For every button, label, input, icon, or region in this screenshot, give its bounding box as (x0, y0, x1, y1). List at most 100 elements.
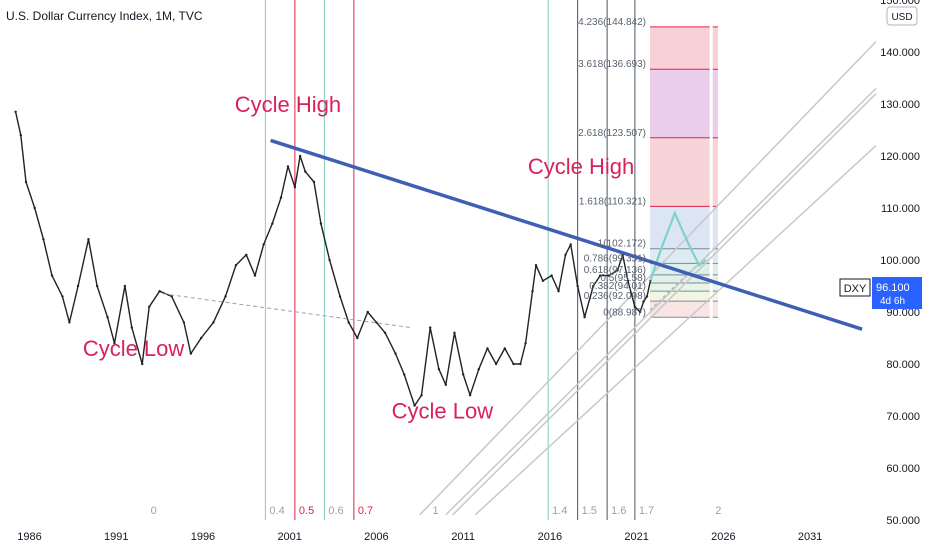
cycle-annotations: Cycle High Cycle High Cycle Low Cycle Low (83, 92, 634, 424)
price-point (130, 326, 134, 329)
y-tick-label: 110.000 (881, 203, 920, 215)
time-cycle-label: 2 (715, 505, 721, 517)
x-tick-label: 2031 (798, 531, 822, 543)
price-point (437, 368, 441, 371)
price-point (95, 284, 99, 288)
fib-level-label: 0.236(92.098) (584, 291, 646, 302)
price-point (534, 264, 538, 267)
time-cycle-label: 0.4 (269, 505, 284, 517)
price-point (626, 279, 630, 282)
x-tick-label: 2006 (364, 531, 388, 543)
price-point (147, 305, 151, 308)
price-point (645, 295, 649, 298)
price-point (486, 347, 489, 350)
price-point (524, 342, 527, 345)
price-point (638, 310, 642, 314)
price-point (383, 331, 387, 334)
price-point (304, 170, 307, 173)
price-tag: DXY 96.100 4d 6h (839, 277, 922, 309)
price-point (512, 362, 515, 366)
price-point (616, 269, 619, 272)
time-cycle-label: 1.7 (639, 505, 654, 517)
x-tick-label: 2016 (538, 531, 562, 543)
fib-band (650, 69, 718, 138)
time-cycle-label: 0.5 (299, 505, 314, 517)
price-point (170, 295, 173, 298)
price-point (182, 321, 186, 324)
price-point (123, 284, 127, 288)
y-tick-label: 140.000 (880, 47, 920, 59)
chart-title: U.S. Dollar Currency Index, 1M, TVC (6, 9, 203, 23)
price-point (531, 290, 534, 293)
price-point (319, 222, 323, 225)
x-tick-label: 1991 (104, 531, 128, 543)
cycle-annotation: Cycle Low (392, 399, 494, 424)
price-point (428, 326, 432, 329)
fib-level-label: 1(102.172) (598, 239, 646, 250)
price-point (642, 300, 645, 303)
fib-level-label: 0.786(99.351) (584, 253, 646, 264)
cycle-annotation: Cycle High (235, 92, 341, 117)
fib-level-label: 0.382(94.01) (589, 281, 646, 292)
price-tag-symbol: DXY (844, 283, 867, 295)
main-trendline (270, 138, 863, 331)
price-point (234, 264, 238, 267)
y-axis: 50.000 60.000 70.000 80.000 90.000 100.000 110… (880, 0, 920, 527)
fib-bands (649, 26, 719, 318)
y-tick-label: 60.000 (886, 463, 920, 475)
price-point (541, 279, 545, 282)
price-point (200, 336, 203, 340)
price-point (262, 243, 265, 246)
price-point (519, 362, 522, 366)
price-tag-countdown: 4d 6h (880, 296, 905, 307)
x-tick-label: 2011 (451, 531, 475, 543)
price-point (19, 134, 23, 137)
price-point (286, 165, 290, 168)
x-tick-label: 2021 (624, 531, 648, 543)
channel-line (452, 93, 877, 516)
time-cycle-label: 1.6 (611, 505, 626, 517)
cycle-annotation: Cycle High (528, 154, 634, 179)
y-tick-label: 120.000 (880, 151, 920, 163)
cycle-annotation: Cycle Low (83, 336, 185, 361)
price-point (468, 394, 472, 397)
price-point (50, 274, 54, 277)
price-tag-symbol-box (839, 278, 871, 297)
y-tick-label: 50.000 (886, 515, 920, 527)
y-tick-label: 130.000 (880, 99, 920, 111)
price-point (557, 290, 560, 293)
y-tick-label: 150.000 (880, 0, 920, 7)
time-cycle-label: 1.4 (552, 505, 567, 517)
price-point (477, 368, 480, 371)
fib-band (650, 206, 718, 249)
fib-level-label: 4.236(144.842) (578, 17, 646, 28)
currency-button[interactable]: USD (886, 6, 918, 26)
fib-level-label: 0.618(97.136) (584, 265, 646, 276)
y-tick-label: 70.000 (886, 411, 920, 423)
price-point (366, 310, 369, 314)
fib-level-label: 2.618(123.507) (578, 128, 646, 139)
price-point (298, 154, 302, 158)
time-cycle-label: 0.6 (328, 505, 343, 517)
price-point (312, 180, 316, 184)
price-point (158, 290, 161, 293)
price-point (293, 186, 297, 189)
fib-band (650, 137, 718, 207)
price-point (24, 180, 28, 184)
price-point (106, 316, 109, 319)
time-cycle-label: 0 (151, 505, 157, 517)
fib-level-label: 0.5(95.58) (600, 273, 646, 284)
currency-label: USD (891, 12, 912, 23)
price-point (494, 362, 498, 366)
fib-band (650, 248, 718, 264)
price-point (212, 321, 215, 324)
fib-level-label: 1.618(110.321) (579, 196, 646, 207)
x-tick-label: 2026 (711, 531, 735, 543)
price-point (347, 321, 350, 324)
price-point (189, 352, 193, 355)
fib-band (650, 301, 718, 318)
price-point (113, 342, 116, 345)
